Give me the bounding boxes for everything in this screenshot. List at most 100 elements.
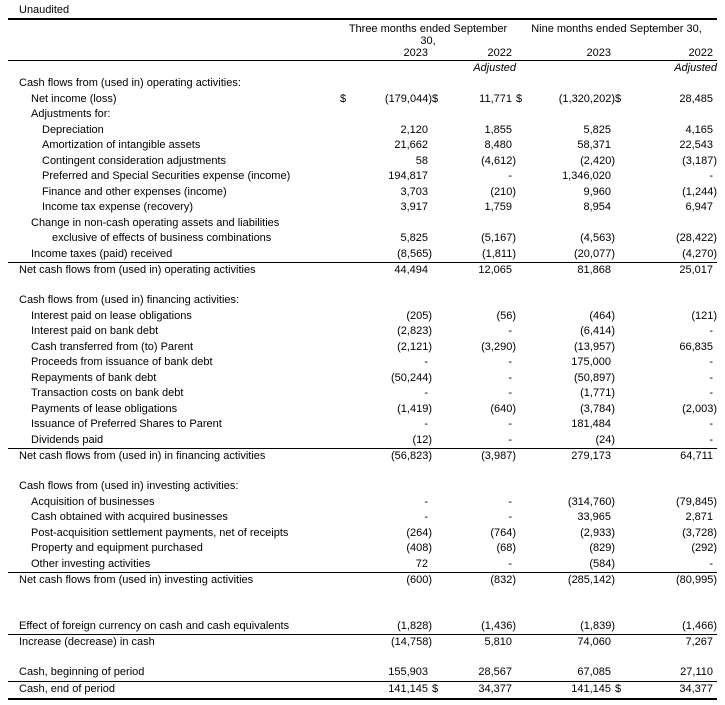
table-row: Dividends paid (12) - (24) -	[8, 433, 717, 449]
cell-value: 1,855	[484, 123, 512, 136]
value-cell: 58	[340, 154, 432, 170]
cell-value: (2,823)	[397, 325, 432, 337]
value-cell: (2,933)	[516, 526, 615, 542]
section-header-row: Cash flows from (used in) financing acti…	[8, 293, 717, 309]
cell-value: (464)	[589, 309, 615, 322]
cell-value: (24)	[595, 433, 615, 446]
value-cell: (4,612)	[432, 154, 516, 170]
cell-value: -	[709, 170, 713, 182]
row-label: Cash, beginning of period	[19, 666, 145, 678]
cell-value: (179,044)	[384, 92, 432, 105]
value-cell: (584)	[516, 557, 615, 573]
cell-value: 2,871	[685, 511, 713, 523]
cell-value: (1,466)	[682, 619, 717, 632]
row-label: Preferred and Special Securities expense…	[42, 170, 291, 182]
value-cell: -	[432, 417, 516, 433]
cell-value: -	[424, 418, 428, 430]
table-row: Preferred and Special Securities expense…	[8, 169, 717, 185]
value-cell: 81,868	[516, 263, 615, 279]
cell-value: 6,947	[685, 201, 713, 213]
cell-value: 74,060	[577, 636, 611, 648]
value-cell: 1,855	[432, 123, 516, 139]
row-label: exclusive of effects of business combina…	[52, 232, 272, 244]
cell-value: (121)	[691, 309, 717, 322]
empty-cell	[516, 61, 615, 76]
cell-value: 4,165	[685, 123, 713, 136]
empty-cell	[340, 61, 432, 76]
row-label: Proceeds from issuance of bank debt	[31, 356, 213, 368]
value-cell: 74,060	[516, 635, 615, 651]
cell-value: (584)	[589, 557, 615, 570]
cell-value: 33,965	[577, 511, 611, 523]
cell-value: (3,784)	[580, 402, 615, 415]
adjusted-header-row: Adjusted Adjusted	[8, 61, 717, 76]
cell-value: 28,567	[478, 666, 512, 678]
cell-value: 67,085	[577, 666, 611, 678]
cell-value: (314,760)	[567, 495, 615, 508]
table-row: Cash transferred from (to) Parent (2,121)…	[8, 340, 717, 356]
cell-value: 12,065	[478, 264, 512, 276]
dollar-sign: $	[432, 92, 439, 105]
label-column-spacer	[8, 23, 340, 47]
cell-value: 141,145	[571, 682, 611, 695]
cell-value: (2,121)	[397, 340, 432, 353]
year-header: 2023	[586, 47, 611, 59]
value-cell: (5,167)	[432, 231, 516, 247]
value-cell: 194,817	[340, 169, 432, 185]
table-row: Effect of foreign currency on cash and c…	[8, 619, 717, 635]
table-row: Property and equipment purchased (408) (68…	[8, 541, 717, 557]
value-cell: 175,000	[516, 355, 615, 371]
row-label: Net income (loss)	[31, 92, 117, 105]
value-cell: (68)	[432, 541, 516, 557]
cell-value: (4,612)	[481, 154, 516, 167]
value-cell: 66,835	[615, 340, 717, 356]
row-label: Property and equipment purchased	[31, 542, 203, 554]
value-cell: (1,839)	[516, 619, 615, 635]
cell-value: -	[709, 371, 713, 384]
cell-value: (264)	[406, 526, 432, 539]
value-cell: 22,543	[615, 138, 717, 154]
cell-value: 21,662	[394, 139, 428, 151]
value-cell: 12,065	[432, 263, 516, 279]
value-cell: 58,371	[516, 138, 615, 154]
cell-value: -	[508, 371, 512, 384]
unaudited-band: Unaudited	[8, 3, 717, 20]
value-cell: (3,784)	[516, 402, 615, 418]
cell-value: (56,823)	[391, 450, 432, 462]
table-row: Cash, beginning of period 155,903 28,567 67…	[8, 665, 717, 681]
spacer-row	[8, 588, 717, 604]
total-row: Net cash flows from (used in) investing …	[8, 572, 717, 588]
cell-value: -	[508, 511, 512, 523]
value-cell: 9,960	[516, 185, 615, 201]
value-cell: -	[340, 386, 432, 402]
value-cell: (600)	[340, 573, 432, 589]
value-cell: (1,466)	[615, 619, 717, 635]
cell-value: (1,436)	[481, 619, 516, 632]
cell-value: 11,771	[479, 92, 512, 105]
statement-rows: Cash flows from (used in) operating acti…	[8, 76, 717, 696]
spacer-row	[8, 278, 717, 294]
cell-value: (600)	[406, 574, 432, 586]
cell-value: 28,485	[679, 92, 713, 105]
value-cell: -	[432, 433, 516, 449]
value-cell: 25,017	[615, 263, 717, 279]
cell-value: (50,897)	[574, 371, 615, 384]
value-cell: $34,377	[615, 682, 717, 698]
cell-value: -	[709, 325, 713, 337]
cell-value: (12)	[412, 433, 432, 446]
spacer-row	[8, 464, 717, 480]
cell-value: -	[508, 325, 512, 337]
three-months-header: Three months ended September 30,	[348, 23, 508, 47]
cell-value: -	[424, 495, 428, 508]
cell-value: (1,244)	[682, 185, 717, 198]
value-cell: 1,346,020	[516, 169, 615, 185]
value-cell: (50,897)	[516, 371, 615, 387]
year-header: 2023	[403, 47, 428, 59]
cell-value: (14,758)	[391, 636, 432, 648]
nine-months-header: Nine months ended September 30,	[531, 23, 702, 35]
value-cell: 1,759	[432, 200, 516, 216]
cell-value: (285,142)	[567, 574, 615, 586]
table-row: Cash obtained with acquired businesses - -…	[8, 510, 717, 526]
table-row: Income tax expense (recovery) 3,917 1,759 8…	[8, 200, 717, 216]
cell-value: 3,917	[400, 201, 428, 213]
